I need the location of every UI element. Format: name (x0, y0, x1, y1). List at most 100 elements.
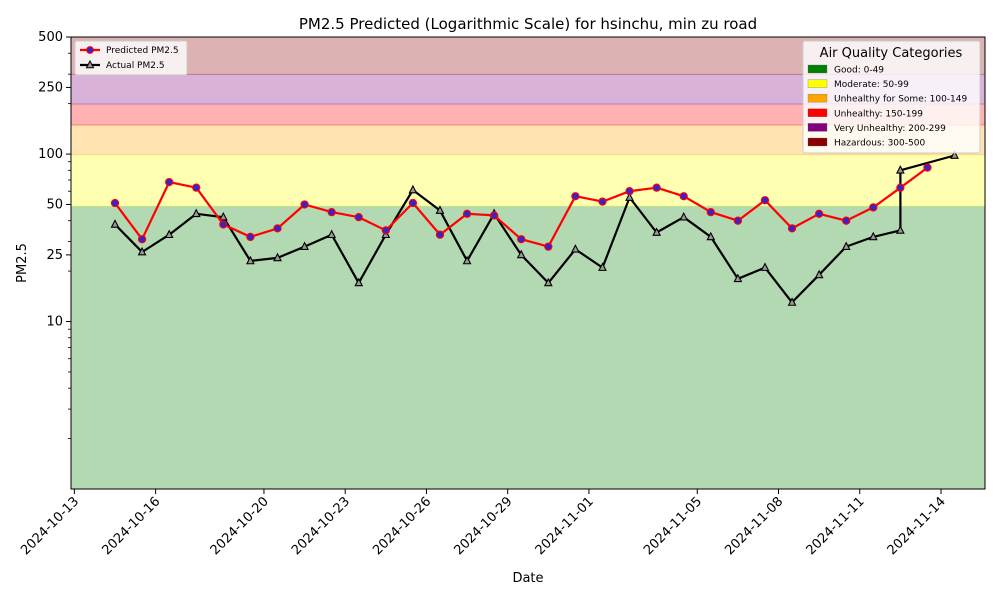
predicted-point (733, 216, 743, 225)
x-tick-label: 2024-11-08 (722, 494, 786, 558)
series-actual-pm2-5 (110, 150, 959, 306)
actual-point (354, 277, 364, 287)
actual-point (462, 255, 472, 265)
actual-point (273, 252, 282, 262)
y-tick-label: 25 (46, 248, 63, 263)
predicted-point (544, 242, 553, 251)
category-label: Good: 0-49 (834, 66, 884, 76)
predicted-point (381, 226, 390, 235)
predicted-point (300, 200, 309, 209)
legend-label: Actual PM2.5 (106, 61, 165, 71)
band-1 (71, 154, 985, 206)
predicted-point (652, 183, 661, 192)
actual-point (895, 165, 905, 174)
plot-frame (70, 36, 986, 490)
predicted-point (760, 196, 770, 205)
actual-point (868, 231, 878, 241)
categories-legend: Air Quality Categories Good: 0-49 Moderate… (802, 40, 981, 154)
y-axis-label: PM2.5 (15, 243, 30, 283)
category-label: Hazardous: 300-500 (834, 139, 925, 149)
actual-point (760, 262, 770, 271)
category-swatch (807, 108, 828, 117)
predicted-point (408, 198, 418, 208)
predicted-point (327, 207, 336, 217)
predicted-point (110, 198, 120, 208)
x-tick-label: 2024-10-13 (18, 494, 82, 558)
actual-point (841, 241, 851, 250)
category-label: Very Unhealthy: 200-299 (834, 124, 946, 134)
actual-point (543, 277, 553, 287)
predicted-point (165, 177, 174, 187)
predicted-point (462, 209, 472, 218)
actual-point (516, 249, 526, 259)
category-bands (71, 37, 985, 489)
actual-point (435, 205, 445, 214)
category-label: Moderate: 50-99 (834, 80, 909, 90)
x-tick-label: 2024-10-20 (208, 494, 272, 558)
predicted-point (219, 220, 228, 229)
predicted-point (923, 163, 932, 172)
actual-point (164, 229, 174, 239)
actual-point (625, 192, 634, 201)
category-label: Unhealthy for Some: 100-149 (834, 95, 967, 105)
actual-point (570, 244, 580, 253)
y-tick-label: 10 (46, 315, 63, 330)
actual-point (895, 225, 905, 234)
categories-legend-title: Air Quality Categories (820, 46, 963, 61)
series-predicted-pm2-5 (110, 163, 932, 251)
actual-point (191, 208, 201, 218)
category-swatch (807, 123, 828, 132)
predicted-point (896, 183, 905, 192)
actual-point (679, 211, 689, 221)
predicted-point (273, 224, 282, 233)
legend-marker (85, 59, 95, 69)
actual-point (652, 227, 662, 236)
y-tick-label: 50 (46, 197, 63, 212)
predicted-point (706, 207, 715, 217)
predicted-point (814, 209, 824, 218)
categories-legend-box (802, 40, 981, 154)
predicted-point (869, 203, 878, 212)
series-legend: Predicted PM2.5 Actual PM2.5 (74, 40, 188, 76)
actual-point (218, 211, 228, 221)
x-tick-label: 2024-10-23 (289, 494, 353, 558)
actual-point (327, 229, 337, 239)
band-0 (71, 205, 985, 489)
x-tick-label: 2024-11-11 (804, 494, 868, 558)
predicted-point (246, 232, 255, 242)
actual-point (950, 150, 959, 159)
predicted-point (192, 183, 201, 192)
category-swatch (807, 137, 828, 147)
series-line (114, 154, 955, 304)
category-swatch (807, 94, 828, 103)
x-tick-label: 2024-11-05 (641, 494, 705, 558)
predicted-point (598, 197, 607, 206)
actual-point (598, 262, 607, 271)
x-tick-label: 2024-10-26 (370, 494, 434, 558)
predicted-point (137, 235, 147, 244)
x-tick-label: 2024-10-29 (451, 494, 515, 558)
predicted-point (842, 216, 851, 225)
predicted-point (489, 211, 499, 220)
x-tick-label: 2024-11-01 (533, 494, 597, 558)
series-lines (110, 150, 959, 306)
predicted-point (787, 224, 797, 233)
x-tick-label: 2024-11-14 (885, 494, 949, 558)
y-tick-label: 500 (38, 30, 63, 45)
actual-point (246, 255, 255, 265)
actual-point (733, 273, 743, 283)
predicted-point (679, 192, 688, 201)
actual-point (137, 246, 147, 256)
category-swatch (807, 64, 828, 74)
predicted-point (571, 192, 580, 201)
actual-point (408, 184, 418, 194)
predicted-point (517, 235, 526, 244)
y-tick-label: 250 (38, 80, 63, 95)
chart-title: PM2.5 Predicted (Logarithmic Scale) for … (299, 15, 757, 33)
actual-point (814, 269, 824, 279)
series-legend-box (74, 40, 188, 76)
predicted-point (435, 230, 445, 239)
actual-point (300, 241, 309, 250)
predicted-point (354, 213, 363, 222)
